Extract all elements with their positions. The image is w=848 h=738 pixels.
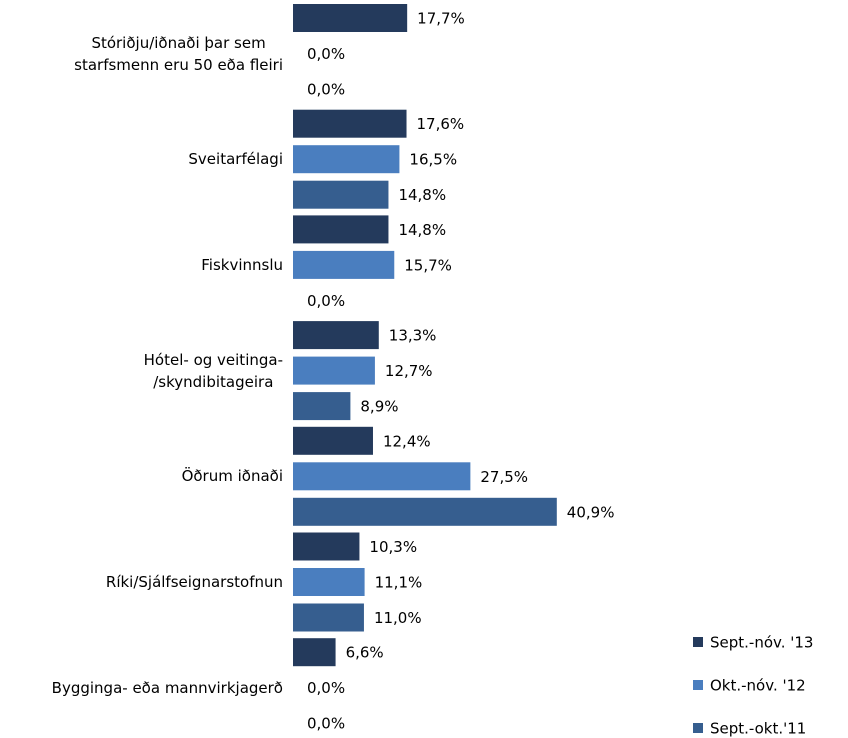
data-label: 13,3% xyxy=(389,327,437,345)
data-label: 12,4% xyxy=(383,432,431,450)
data-label: 11,1% xyxy=(375,574,423,592)
legend-label: Sept.-nóv. '13 xyxy=(710,634,813,652)
bar xyxy=(293,638,336,667)
bar xyxy=(293,497,557,526)
bar xyxy=(293,532,360,561)
legend-swatch xyxy=(693,723,703,733)
bar xyxy=(293,4,408,32)
bar xyxy=(293,392,351,421)
category-label: Sveitarfélagi xyxy=(188,150,283,169)
legend-label: Sept.-okt.'11 xyxy=(710,720,806,738)
bar xyxy=(293,145,400,174)
data-label: 0,0% xyxy=(307,45,345,63)
category-label: Hótel- og veitinga- /skyndibitageira xyxy=(143,350,283,391)
bar xyxy=(293,568,365,596)
data-label: 27,5% xyxy=(480,468,528,486)
bar xyxy=(293,356,375,385)
data-label: 14,8% xyxy=(398,221,446,239)
data-label: 12,7% xyxy=(385,362,433,380)
data-label: 0,0% xyxy=(307,715,345,733)
data-label: 17,6% xyxy=(417,115,465,133)
bar xyxy=(293,250,395,279)
category-label: Öðrum iðnaði xyxy=(181,467,283,486)
bar xyxy=(293,603,364,632)
category-label: Fiskvinnslu xyxy=(201,255,283,274)
data-label: 0,0% xyxy=(307,292,345,310)
data-label: 15,7% xyxy=(404,256,452,274)
data-label: 6,6% xyxy=(346,644,384,662)
legend-label: Okt.-nóv. '12 xyxy=(710,677,806,695)
bar xyxy=(293,321,379,350)
data-label: 0,0% xyxy=(307,81,345,99)
bar xyxy=(293,426,373,455)
data-label: 11,0% xyxy=(374,609,422,627)
data-label: 10,3% xyxy=(369,538,417,556)
data-label: 40,9% xyxy=(567,503,615,521)
bar xyxy=(293,180,389,209)
bar xyxy=(293,109,407,138)
legend-swatch xyxy=(693,637,703,647)
data-label: 0,0% xyxy=(307,679,345,697)
data-label: 14,8% xyxy=(398,186,446,204)
bar xyxy=(293,215,389,244)
category-label: Stóriðju/iðnaði þar sem starfsmenn eru 5… xyxy=(74,33,283,74)
category-label: Bygginga- eða mannvirkjagerð xyxy=(51,678,283,697)
data-label: 17,7% xyxy=(417,10,465,28)
data-label: 16,5% xyxy=(409,151,457,169)
data-label: 8,9% xyxy=(360,398,398,416)
bar xyxy=(293,462,471,491)
category-label: Ríki/Sjálfseignarstofnun xyxy=(105,573,283,591)
legend-swatch xyxy=(693,680,703,690)
